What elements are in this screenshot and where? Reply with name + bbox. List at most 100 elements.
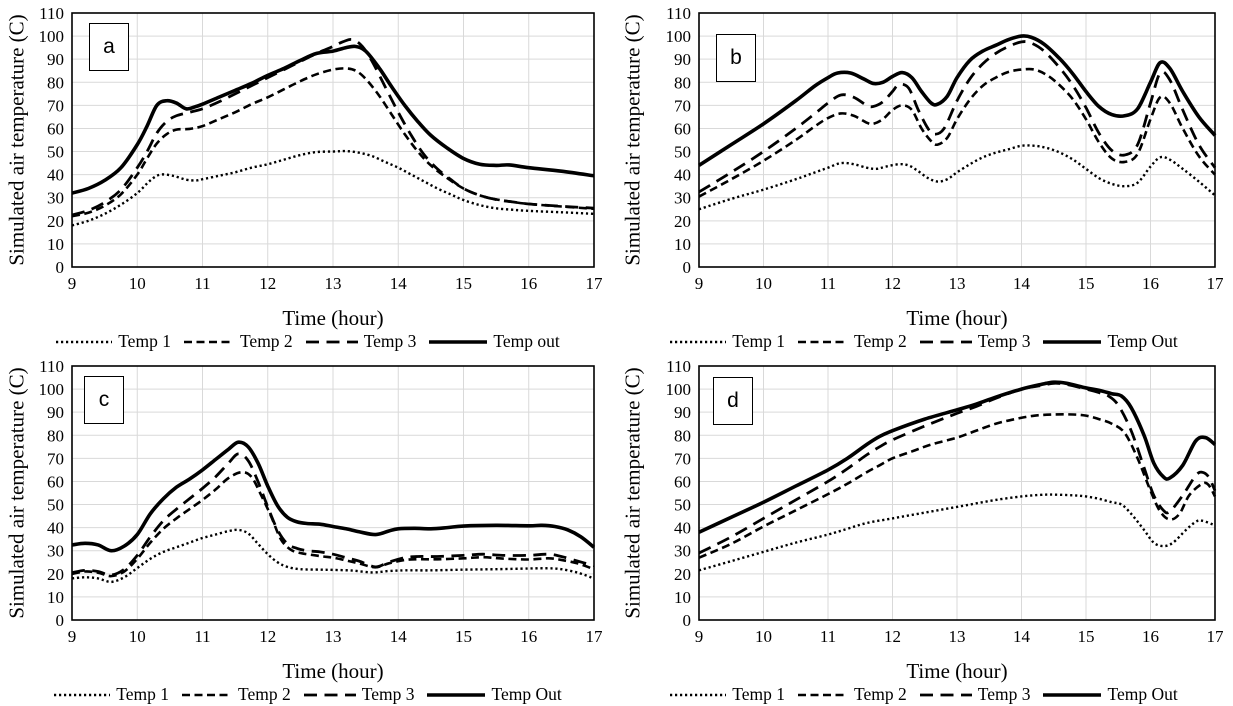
legend-label: Temp 2 <box>854 684 907 704</box>
legend-label: Temp 1 <box>116 684 170 704</box>
series-line-temp-2 <box>698 413 1217 559</box>
y-tick-label: 60 <box>47 472 64 491</box>
x-tick-label: 15 <box>1078 274 1095 293</box>
y-axis-title: Simulated air temperature (C) <box>4 14 29 266</box>
plot-border <box>71 365 595 621</box>
short-dash-line-icon <box>182 693 233 696</box>
legend-label: Temp 1 <box>732 684 786 704</box>
series-line-temp-1 <box>71 149 595 227</box>
legend-label: Temp 3 <box>361 684 415 704</box>
x-tick-label: 9 <box>695 627 704 646</box>
series-line-temp-3 <box>71 37 595 217</box>
x-tick-label: 10 <box>755 627 772 646</box>
y-tick-label: 0 <box>56 611 65 630</box>
y-tick-label: 110 <box>666 357 691 376</box>
legend-label: Temp 3 <box>977 684 1031 704</box>
y-tick-label: 110 <box>39 4 64 23</box>
series-line-temp-3 <box>71 452 595 577</box>
x-tick-label: 10 <box>755 274 772 293</box>
series-line-temp-out <box>71 44 595 195</box>
legend: Temp 1 Temp 2 Temp 3 Temp Out <box>0 683 616 706</box>
legend-item-temp1: Temp 1 <box>56 331 171 352</box>
x-tick-label: 14 <box>1013 274 1031 293</box>
short-dash-line-icon <box>183 340 234 343</box>
x-tick-label: 10 <box>129 627 146 646</box>
panel-letter-box: c <box>84 376 124 424</box>
solid-line-icon <box>1043 692 1102 697</box>
legend-item-tempout: Temp Out <box>1043 684 1178 705</box>
x-axis-title: Time (hour) <box>906 306 1008 330</box>
panel-a: 0 10 20 30 40 50 60 70 80 90 100 110 9 10 11 12 13 14 15 16… <box>0 0 616 353</box>
y-tick-label: 50 <box>674 143 691 162</box>
series-line-temp-2 <box>71 470 595 578</box>
legend-item-temp1: Temp 1 <box>670 331 785 352</box>
legend-label: Temp out <box>493 331 560 351</box>
legend-item-temp3: Temp 3 <box>305 331 417 352</box>
y-tick-label: 90 <box>47 50 64 69</box>
legend-item-temp1: Temp 1 <box>54 684 169 705</box>
panel-b: 0 10 20 30 40 50 60 70 80 90 100 110 9 10 11 12 13 14 15 16… <box>616 0 1232 353</box>
dotted-line-icon <box>56 340 113 343</box>
x-tick-label: 9 <box>695 274 704 293</box>
y-tick-label: 90 <box>674 403 691 422</box>
chart-plot-a: 0 10 20 30 40 50 60 70 80 90 100 110 9 10 11 12 13 14 15 16… <box>39 4 604 293</box>
x-tick-label: 12 <box>884 627 901 646</box>
y-tick-label: 10 <box>47 588 64 607</box>
panel-letter-box: d <box>713 377 753 425</box>
y-tick-label: 80 <box>47 73 64 92</box>
x-tick-label: 12 <box>884 274 901 293</box>
legend-item-temp2: Temp 2 <box>183 331 293 352</box>
y-tick-label: 70 <box>47 449 64 468</box>
series-line-temp-2 <box>698 67 1216 198</box>
panel-c: 0 10 20 30 40 50 60 70 80 90 100 110 9 10 11 12 13 14 15 16… <box>0 353 616 706</box>
x-tick-label: 13 <box>949 627 966 646</box>
chart-plot-b: 0 10 20 30 40 50 60 70 80 90 100 110 9 10 11 12 13 14 15 16… <box>666 4 1225 293</box>
x-tick-label: 11 <box>194 627 210 646</box>
x-tick-label: 10 <box>129 274 146 293</box>
long-dash-line-icon <box>919 340 972 343</box>
chart-plot-c: 0 10 20 30 40 50 60 70 80 90 100 110 9 10 11 12 13 14 15 16… <box>39 357 604 646</box>
y-tick-label: 60 <box>674 119 691 138</box>
dotted-line-icon <box>670 693 727 696</box>
x-tick-label: 16 <box>520 274 537 293</box>
x-tick-label: 16 <box>1142 627 1159 646</box>
x-axis-title: Time (hour) <box>282 306 384 330</box>
legend-item-temp3: Temp 3 <box>303 684 415 705</box>
y-tick-label: 30 <box>47 189 64 208</box>
short-dash-line-icon <box>798 340 849 343</box>
x-tick-label: 15 <box>1078 627 1095 646</box>
y-tick-label: 110 <box>39 357 64 376</box>
y-tick-label: 40 <box>47 519 64 538</box>
legend-label: Temp 3 <box>363 331 417 351</box>
y-tick-label: 80 <box>47 426 64 445</box>
x-tick-label: 13 <box>949 274 966 293</box>
panel-letter-box: a <box>89 23 129 71</box>
y-tick-label: 20 <box>674 565 691 584</box>
y-tick-label: 110 <box>666 4 691 23</box>
y-axis-title: Simulated air temperature (C) <box>620 367 645 619</box>
legend-item-tempout: Temp Out <box>427 684 562 705</box>
series-line-temp-out <box>698 34 1217 167</box>
y-tick-label: 30 <box>674 189 691 208</box>
legend-item-tempout: Temp Out <box>1043 331 1178 352</box>
x-tick-label: 17 <box>586 274 604 293</box>
legend-item-temp1: Temp 1 <box>670 684 785 705</box>
series-line-temp-out <box>71 440 596 553</box>
dotted-line-icon <box>670 340 727 343</box>
panel-d: 0 10 20 30 40 50 60 70 80 90 100 110 9 10 11 12 13 14 15 16… <box>616 353 1232 706</box>
x-tick-label: 12 <box>259 627 276 646</box>
y-tick-label: 80 <box>674 73 691 92</box>
y-tick-label: 100 <box>39 27 65 46</box>
y-axis-title: Simulated air temperature (C) <box>4 367 29 619</box>
x-tick-label: 14 <box>390 274 408 293</box>
x-tick-label: 17 <box>1207 627 1225 646</box>
y-tick-label: 60 <box>674 472 691 491</box>
panel-letter: a <box>103 35 115 58</box>
long-dash-line-icon <box>919 693 972 696</box>
y-tick-label: 90 <box>674 50 691 69</box>
x-tick-label: 9 <box>68 627 77 646</box>
x-tick-label: 17 <box>586 627 604 646</box>
legend: Temp 1 Temp 2 Temp 3 Temp out <box>0 330 616 353</box>
y-tick-label: 10 <box>674 588 691 607</box>
y-tick-label: 50 <box>47 143 64 162</box>
